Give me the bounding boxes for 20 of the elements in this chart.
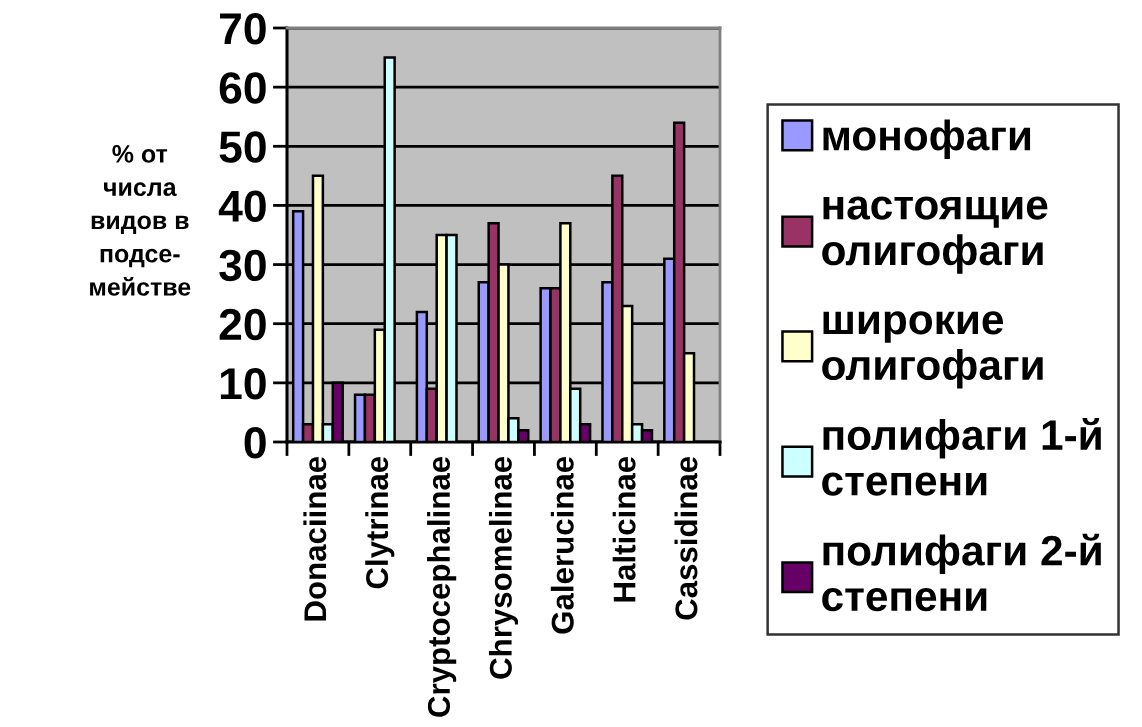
x-tick-label: Chrysomelinae [488,456,519,679]
y-tick-label: 30 [219,249,266,282]
y-tick-label: 70 [220,13,266,45]
y-tick-label: 40 [218,190,266,222]
y-axis-title: % от числа видов в подсе- мействе [90,145,191,296]
legend-label: широкие олигофаги [822,311,1043,389]
x-tick-label: Cryptocephalinae [427,456,457,717]
x-tick-label: Halticinae [612,456,636,602]
legend-label: монофаги [823,119,1031,159]
y-tick-label: 10 [220,367,266,400]
y-tick-label: 20 [219,308,266,341]
x-tick-label: Galerucinae [550,456,574,634]
y-tick-label: 50 [219,131,266,163]
y-tick-label: 0 [244,427,266,459]
x-tick-label: Cassidinae [674,456,698,620]
legend-label: настоящие олигофаги [822,196,1048,274]
x-tick-label: Clytrinae [365,456,395,589]
x-tick-label: Donaciinae [303,456,327,621]
legend-label: полифаги 2-й степени [822,533,1101,612]
y-tick-label: 60 [219,72,266,104]
